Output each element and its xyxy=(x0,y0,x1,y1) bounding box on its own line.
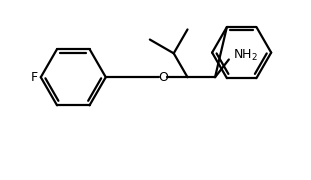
Text: O: O xyxy=(158,71,168,84)
Text: F: F xyxy=(31,71,38,84)
Text: NH$_2$: NH$_2$ xyxy=(233,48,258,63)
